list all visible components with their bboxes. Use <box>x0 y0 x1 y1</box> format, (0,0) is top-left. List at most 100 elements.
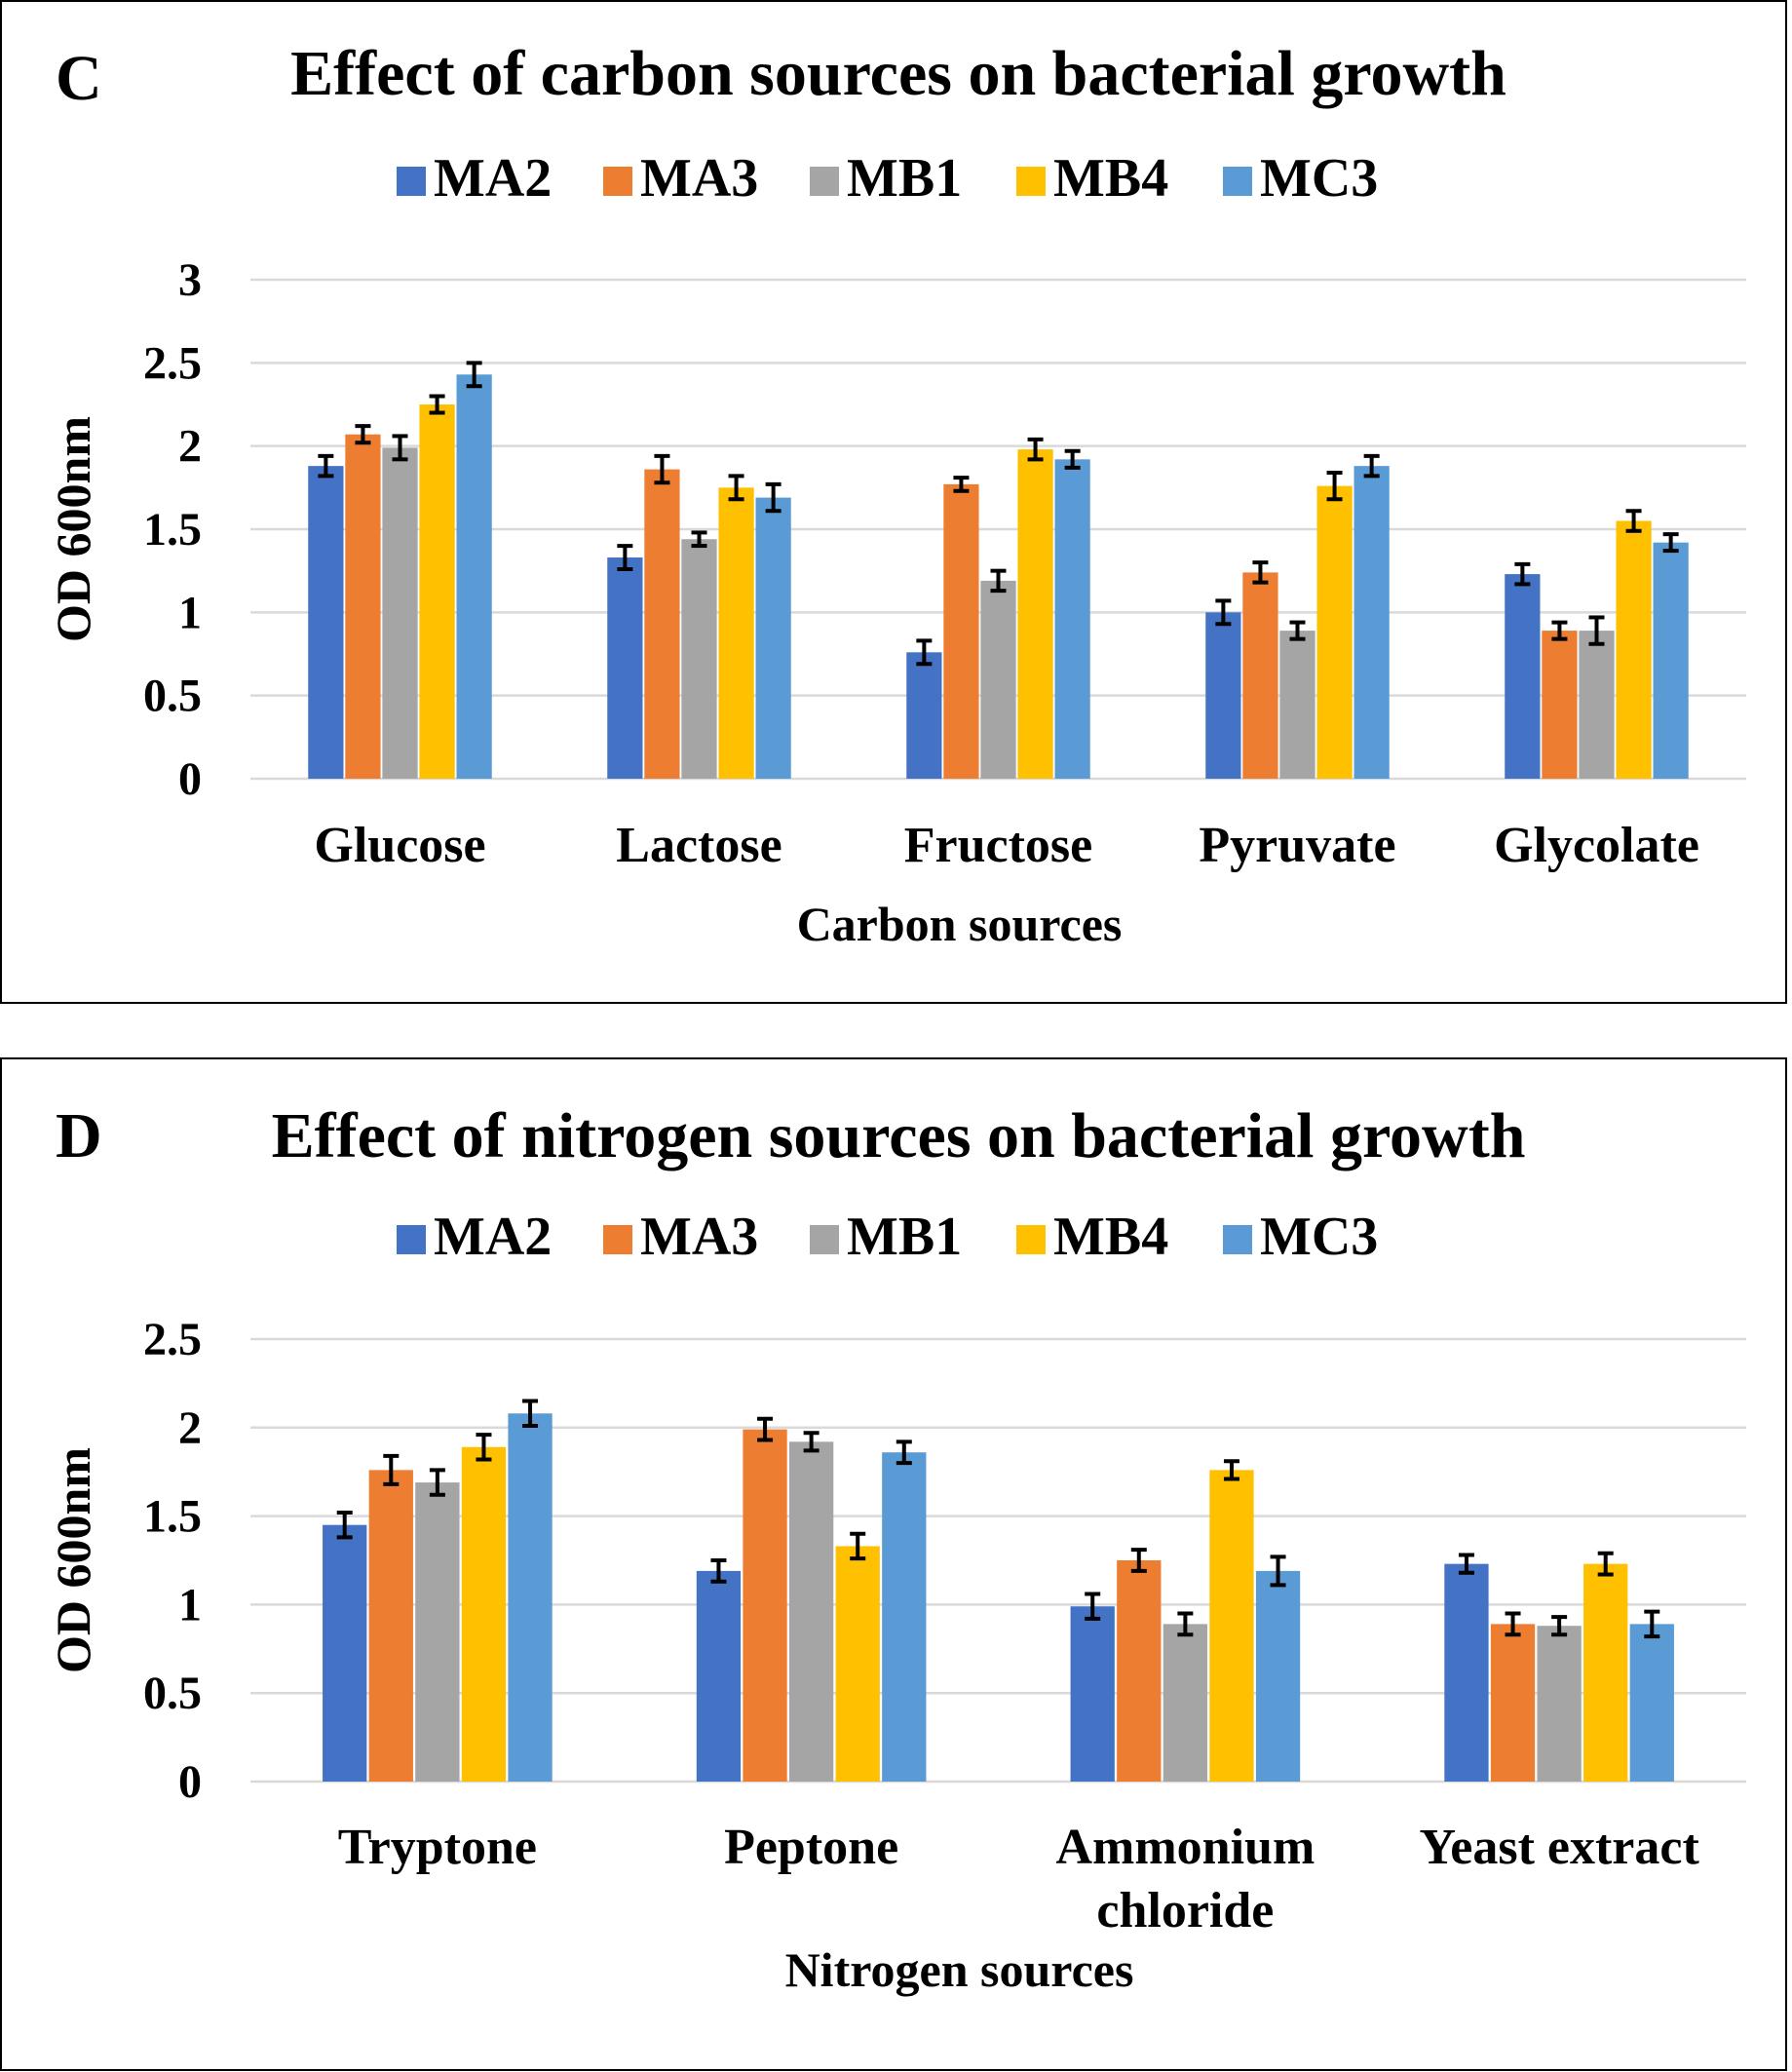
bar-mb1 <box>681 539 717 779</box>
bar-ma2 <box>1505 574 1541 779</box>
bar-ma3 <box>1242 572 1278 779</box>
y-tick-label: 0.5 <box>143 671 202 722</box>
bar-mb1 <box>382 447 418 779</box>
legend-label: MB4 <box>1053 148 1168 209</box>
bar-mb4 <box>835 1546 880 1782</box>
legend-item-ma3: MA3 <box>603 1207 758 1267</box>
panel-label-c: C <box>56 43 102 114</box>
bar-ma2 <box>1444 1563 1489 1782</box>
legend-swatch <box>810 167 839 196</box>
legend-label: MA2 <box>434 148 552 209</box>
legend-label: MA3 <box>640 148 758 209</box>
y-tick-label: 0 <box>178 1756 202 1808</box>
legend-item-ma3: MA3 <box>603 148 758 209</box>
bar-ma3 <box>644 469 680 779</box>
bar-mc3 <box>1054 459 1090 779</box>
bar-ma3 <box>1542 631 1578 779</box>
category-label: Lactose <box>616 818 782 873</box>
legend-item-mb4: MB4 <box>1016 148 1168 209</box>
bar-mb4 <box>419 404 455 779</box>
y-tick-label: 2 <box>178 1402 202 1454</box>
chart-title: Effect of carbon sources on bacterial gr… <box>290 38 1506 109</box>
bar-ma3 <box>368 1470 413 1782</box>
bar-mb4 <box>461 1446 507 1782</box>
bar-mb4 <box>1616 520 1652 779</box>
chart-d-svg: D Effect of nitrogen sources on bacterial… <box>46 1100 1746 1997</box>
bar-mb1 <box>415 1482 460 1782</box>
legend-item-mc3: MC3 <box>1223 148 1378 209</box>
bar-mc3 <box>882 1452 927 1782</box>
category-label: Glucose <box>314 818 485 873</box>
y-tick-label: 2 <box>178 421 202 473</box>
bar-ma2 <box>906 652 942 779</box>
legend-swatch <box>810 1225 839 1254</box>
legend-label: MA3 <box>640 1207 758 1267</box>
bar-ma3 <box>743 1429 787 1782</box>
chart-panel-d: D Effect of nitrogen sources on bacterial… <box>0 1057 1787 2071</box>
category-label: chloride <box>1096 1883 1274 1938</box>
legend-item-ma2: MA2 <box>397 148 552 209</box>
legend-swatch <box>1016 167 1046 196</box>
panel-label-d: D <box>56 1100 102 1171</box>
legend-item-mc3: MC3 <box>1223 1207 1378 1267</box>
bar-mb4 <box>1316 485 1353 779</box>
legend-swatch <box>397 1225 426 1254</box>
bar-ma3 <box>1117 1560 1162 1782</box>
y-tick-label: 0.5 <box>143 1668 202 1719</box>
bar-ma2 <box>323 1524 367 1782</box>
y-tick-label: 2.5 <box>143 1314 202 1365</box>
bar-mb4 <box>1017 449 1053 779</box>
legend-swatch <box>397 167 426 196</box>
y-axis-title: OD 600nm <box>46 416 100 642</box>
y-axis-title: OD 600nm <box>46 1447 100 1673</box>
legend-item-mb1: MB1 <box>810 1207 962 1267</box>
category-label: Pyruvate <box>1199 818 1395 873</box>
x-axis-title: Carbon sources <box>797 897 1123 951</box>
legend-label: MA2 <box>434 1207 552 1267</box>
chart-panel-c: C Effect of carbon sources on bacterial g… <box>0 0 1787 1004</box>
legend-swatch <box>603 167 632 196</box>
bar-mb1 <box>1537 1626 1582 1782</box>
bar-mc3 <box>508 1413 553 1782</box>
bar-mc3 <box>456 374 492 779</box>
bar-ma3 <box>345 434 381 779</box>
legend-item-ma2: MA2 <box>397 1207 552 1267</box>
x-axis-title: Nitrogen sources <box>785 1942 1134 1997</box>
y-tick-label: 2.5 <box>143 337 202 389</box>
chart-c-svg: C Effect of carbon sources on bacterial g… <box>46 38 1746 951</box>
bar-ma3 <box>1490 1624 1536 1782</box>
bar-ma2 <box>308 466 344 779</box>
legend-item-mb4: MB4 <box>1016 1207 1168 1267</box>
bar-mc3 <box>1653 542 1689 779</box>
y-tick-label: 0 <box>178 753 202 805</box>
category-label: Yeast extract <box>1419 1820 1699 1875</box>
bar-mb1 <box>1163 1624 1208 1782</box>
legend-label: MB4 <box>1053 1207 1168 1267</box>
bar-ma2 <box>696 1570 742 1782</box>
bar-ma2 <box>1070 1606 1115 1782</box>
category-label: Ammonium <box>1055 1820 1315 1875</box>
bar-ma2 <box>607 557 643 779</box>
y-tick-label: 1.5 <box>143 1491 202 1543</box>
legend-label: MC3 <box>1260 148 1378 209</box>
legend-swatch <box>603 1225 632 1254</box>
y-tick-label: 1 <box>178 587 202 638</box>
bar-mb4 <box>1209 1470 1254 1782</box>
bar-mb1 <box>1579 631 1615 779</box>
legend-label: MB1 <box>847 148 962 209</box>
y-tick-label: 1 <box>178 1579 202 1631</box>
bar-mb1 <box>980 580 1016 779</box>
category-label: Glycolate <box>1494 818 1699 873</box>
bar-mb4 <box>1583 1563 1628 1782</box>
chart-title: Effect of nitrogen sources on bacterial … <box>272 1100 1526 1171</box>
bar-mc3 <box>1255 1570 1301 1782</box>
bar-ma3 <box>943 483 979 779</box>
category-label: Peptone <box>724 1820 898 1875</box>
bar-mc3 <box>755 497 791 779</box>
bar-mb1 <box>1279 631 1315 779</box>
category-label: Tryptone <box>338 1820 537 1875</box>
bar-mc3 <box>1629 1624 1674 1782</box>
bar-mb4 <box>718 487 754 779</box>
category-label: Fructose <box>904 818 1092 873</box>
legend-swatch <box>1223 1225 1252 1254</box>
